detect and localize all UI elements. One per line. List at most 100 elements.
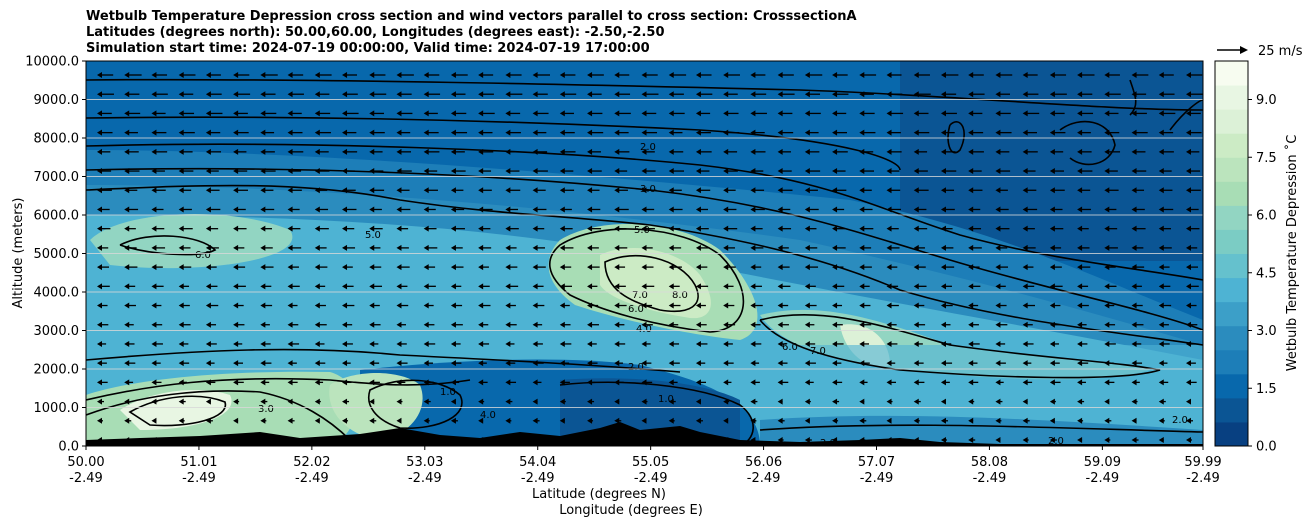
wind-vector-head <box>913 340 919 347</box>
wind-vector-head <box>968 187 974 194</box>
wind-vector-head <box>668 148 674 155</box>
wind-vector-head <box>287 129 293 136</box>
wind-vector-head <box>342 437 348 443</box>
wind-vector-head <box>450 264 456 271</box>
wind-vector-head <box>832 340 838 347</box>
wind-vector-head <box>913 225 919 232</box>
wind-vector-head <box>559 148 565 155</box>
wind-vector-head <box>913 264 919 271</box>
wind-vector-head <box>859 129 865 136</box>
wind-vector-head <box>1049 283 1055 290</box>
wind-vector-head <box>1104 283 1110 290</box>
wind-vector-head <box>995 110 1001 117</box>
wind-vector-head <box>1049 379 1055 386</box>
wind-vector-head <box>178 360 184 367</box>
wind-vector-head <box>287 417 293 424</box>
wind-vector-head <box>995 360 1001 367</box>
wind-vector-head <box>940 110 946 117</box>
wind-vector-head <box>450 302 456 309</box>
wind-vector-head <box>1131 225 1137 232</box>
wind-vector-head <box>723 206 729 213</box>
wind-vector-head <box>1158 225 1164 232</box>
wind-vector-head <box>532 302 538 309</box>
wind-vector-head <box>668 321 674 328</box>
wind-vector-head <box>886 129 892 136</box>
wind-vector-head <box>1104 360 1110 367</box>
wind-vector-head <box>314 340 320 347</box>
wind-vector-head <box>151 129 157 136</box>
wind-vector-head <box>1158 264 1164 271</box>
wind-vector-head <box>940 91 946 98</box>
wind-vector-head <box>614 321 620 328</box>
wind-vector-head <box>369 225 375 232</box>
wind-vector-head <box>532 168 538 175</box>
wind-vector-head <box>450 283 456 290</box>
wind-vector-head <box>940 283 946 290</box>
wind-vector-head <box>940 244 946 251</box>
wind-vector-head <box>859 110 865 117</box>
wind-vector-head <box>750 91 756 98</box>
wind-vector-head <box>695 379 701 386</box>
wind-vector-head <box>886 148 892 155</box>
wind-vector-head <box>450 398 456 405</box>
wind-vector-head <box>505 417 511 424</box>
y-tick-label: 0.0 <box>58 440 79 455</box>
wind-vector-head <box>832 417 838 424</box>
wind-vector-head <box>1077 72 1083 78</box>
wind-vector-head <box>614 379 620 386</box>
contour-label-1-0: 1.0 <box>440 387 456 398</box>
wind-vector-head <box>668 91 674 98</box>
wind-vector-head <box>342 417 348 424</box>
chart-title-line3: Simulation start time: 2024-07-19 00:00:… <box>86 41 650 56</box>
wind-vector-head <box>559 168 565 175</box>
wind-vector-head <box>396 302 402 309</box>
wind-vector-head <box>723 340 729 347</box>
wind-vector-head <box>342 321 348 328</box>
wind-vector-head <box>1186 72 1191 78</box>
wind-vector-head <box>97 264 102 271</box>
wind-vector-head <box>750 244 756 251</box>
wind-vector-head <box>151 110 157 117</box>
wind-vector-head <box>233 110 239 117</box>
wind-vector-head <box>1049 168 1055 175</box>
contour-label-6-0: 6.0 <box>628 304 644 315</box>
wind-vector-head <box>777 225 783 232</box>
wind-vector-head <box>695 244 701 251</box>
colorbar-tick-label: 7.5 <box>1256 151 1277 166</box>
wind-vector-head <box>614 264 620 271</box>
wind-vector-head <box>1158 302 1164 309</box>
wind-vector-head <box>695 225 701 232</box>
wind-vector-head <box>1186 360 1191 367</box>
wind-vector-head <box>886 168 892 175</box>
wind-vector-head <box>233 72 239 78</box>
wind-vector-head <box>641 417 647 424</box>
wind-vector-head <box>886 187 892 194</box>
wind-vector-head <box>97 206 102 213</box>
wind-vector-head <box>559 110 565 117</box>
wind-vector-head <box>723 129 729 136</box>
wind-vector-head <box>777 340 783 347</box>
wind-vector-head <box>614 225 620 232</box>
wind-vector-head <box>750 225 756 232</box>
wind-vector-head <box>777 110 783 117</box>
wind-vector-head <box>832 244 838 251</box>
wind-vector-head <box>913 379 919 386</box>
wind-vectors <box>97 72 1203 443</box>
wind-vector-head <box>396 283 402 290</box>
wind-vector-head <box>1104 148 1110 155</box>
wind-vector-head <box>151 340 157 347</box>
x-tick-label-latitude: 56.06 <box>745 455 782 470</box>
wind-vector-head <box>1158 398 1164 405</box>
contour-line <box>86 184 1203 346</box>
wind-vector-head <box>151 360 157 367</box>
contour-label-4-0: 4.0 <box>636 324 652 335</box>
wind-vector-head <box>777 91 783 98</box>
wind-vector-head <box>750 168 756 175</box>
contour-line <box>1169 99 1203 131</box>
wind-vector-head <box>940 168 946 175</box>
wind-vector-head <box>124 417 130 424</box>
wind-vector-head <box>396 379 402 386</box>
wind-vector-head <box>369 129 375 136</box>
wind-vector-head <box>641 168 647 175</box>
wind-vector-head <box>1049 340 1055 347</box>
